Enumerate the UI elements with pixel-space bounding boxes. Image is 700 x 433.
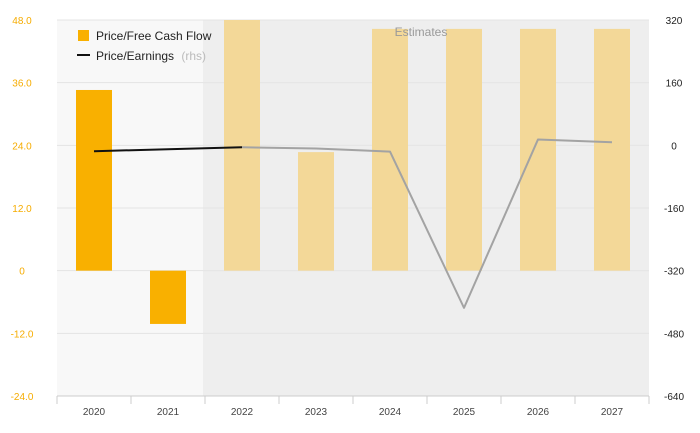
- right-tick-label: 320: [666, 16, 683, 27]
- right-tick-label: -160: [664, 204, 684, 215]
- x-axis: 2020 2021 2022 2023 2024 2025 2026 2027: [56, 395, 650, 418]
- x-tick-label: 2020: [83, 407, 106, 418]
- legend-label-pe: Price/Earnings (rhs): [96, 49, 206, 63]
- right-tick-label: -480: [664, 329, 684, 340]
- x-tick-label: 2027: [601, 407, 624, 418]
- x-tick-label: 2022: [231, 407, 254, 418]
- legend-label-pfcf: Price/Free Cash Flow: [96, 29, 212, 43]
- bar-2026: [520, 28, 556, 271]
- x-tick-label: 2026: [527, 407, 550, 418]
- left-tick-label: 12.0: [12, 204, 32, 215]
- estimates-label: Estimates: [395, 25, 448, 39]
- legend-label-pe-rhs: (rhs): [181, 49, 206, 63]
- x-tick-label: 2024: [379, 407, 402, 418]
- left-tick-label: 24.0: [12, 141, 32, 152]
- bar-2023: [298, 152, 334, 271]
- left-tick-label: 48.0: [12, 16, 32, 27]
- legend: Price/Free Cash Flow Price/Earnings (rhs…: [77, 29, 212, 63]
- bar-2025: [446, 28, 482, 271]
- bar-2027: [594, 28, 630, 271]
- right-tick-label: 160: [666, 79, 683, 90]
- bar-2022: [224, 20, 260, 271]
- x-tick-label: 2025: [453, 407, 476, 418]
- left-tick-label: -24.0: [11, 392, 34, 403]
- pe-line: [93, 138, 613, 309]
- left-tick-label: 0: [19, 267, 25, 278]
- left-axis: 48.0 36.0 24.0 12.0 0 -12.0 -24.0: [11, 16, 34, 403]
- x-tick-label: 2021: [157, 407, 180, 418]
- bar-2024: [372, 28, 408, 271]
- left-tick-label: -12.0: [11, 329, 34, 340]
- legend-label-pe-name: Price/Earnings: [96, 49, 174, 63]
- legend-swatch-pfcf: [78, 30, 89, 41]
- right-tick-label: 0: [671, 141, 677, 152]
- pe-line-estimates: [241, 138, 613, 309]
- bar-2020: [76, 89, 112, 271]
- right-tick-label: -640: [664, 392, 684, 403]
- x-tick-label: 2023: [305, 407, 328, 418]
- right-tick-label: -320: [664, 267, 684, 278]
- pe-line-actual: [93, 146, 243, 153]
- bar-2021: [150, 270, 186, 324]
- left-tick-label: 36.0: [12, 79, 32, 90]
- bars: [76, 20, 630, 324]
- right-axis: 320 160 0 -160 -320 -480 -640: [664, 16, 684, 403]
